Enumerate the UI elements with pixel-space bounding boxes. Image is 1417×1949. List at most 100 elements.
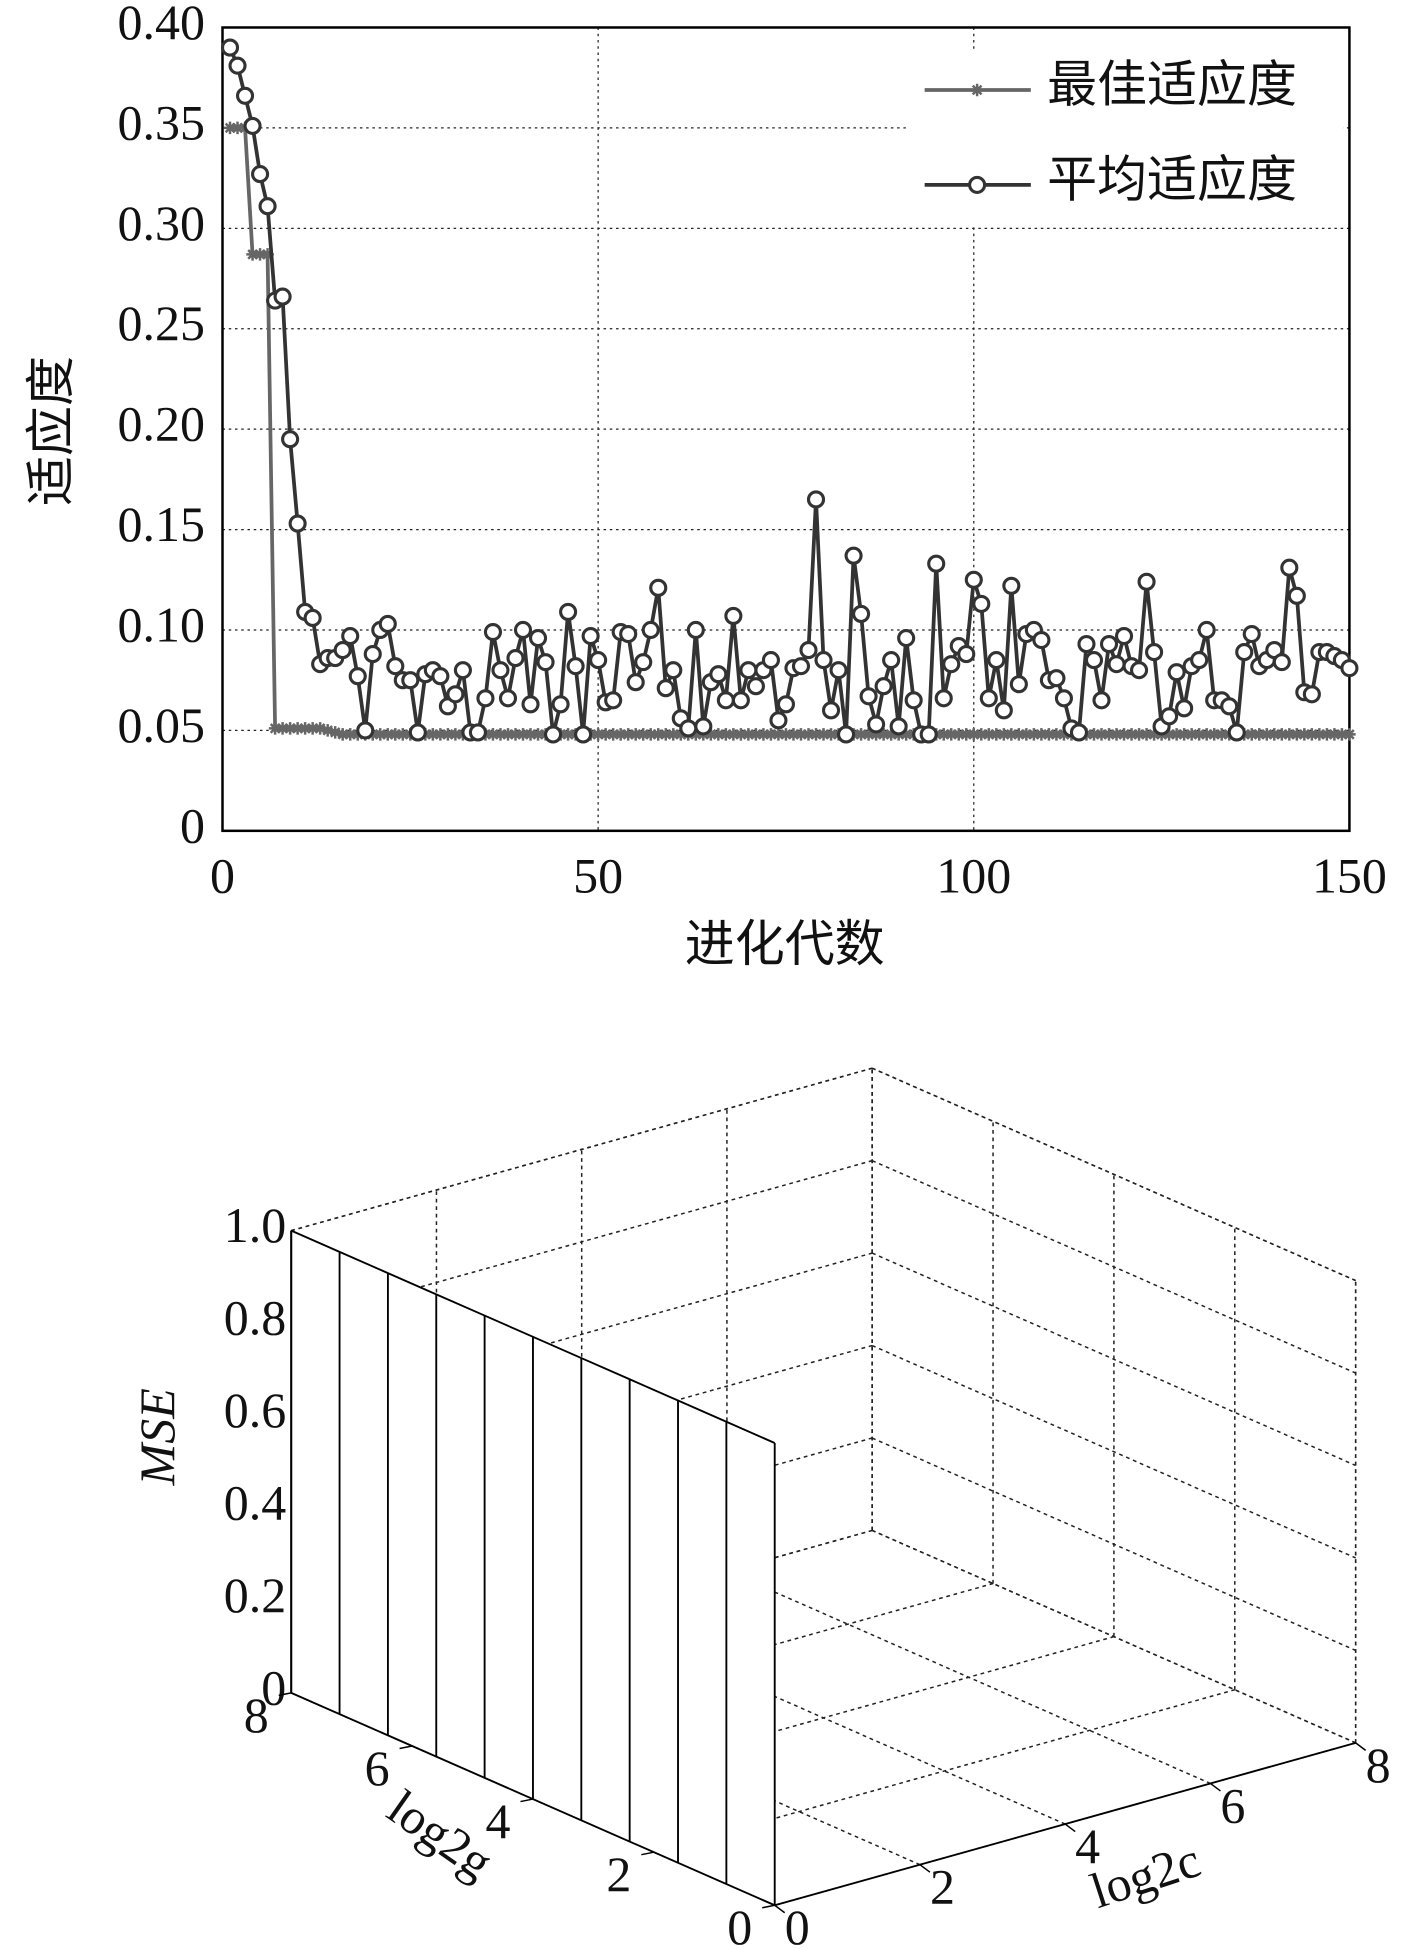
point	[897, 628, 916, 648]
x-tick-label: 2	[930, 1859, 955, 1915]
point	[220, 38, 240, 57]
point	[874, 677, 893, 696]
point	[476, 689, 495, 708]
point	[649, 578, 668, 597]
y-tick-label: 0.05	[118, 697, 205, 753]
legend-label: 平均适应度	[1047, 151, 1297, 207]
point	[1272, 653, 1291, 672]
axis-line	[290, 1692, 776, 1907]
point	[1220, 697, 1239, 716]
point	[694, 717, 713, 736]
y-tick-label: 0.10	[118, 596, 205, 652]
plot-frame	[221, 26, 1351, 833]
point	[799, 641, 818, 660]
z-tick-label: 1.0	[224, 1197, 286, 1253]
point	[659, 728, 673, 741]
point	[824, 728, 838, 741]
point	[401, 671, 420, 690]
tick-mark	[278, 1692, 292, 1697]
point	[1245, 728, 1259, 741]
point	[509, 728, 522, 741]
point	[869, 728, 883, 741]
point	[1343, 728, 1356, 741]
surface-edge	[290, 1229, 776, 1444]
point	[426, 728, 440, 741]
point	[651, 728, 665, 741]
point	[772, 728, 785, 741]
y-tick-label: 8	[244, 1687, 269, 1743]
y-tick-label: 0.30	[118, 195, 205, 251]
point	[386, 657, 405, 676]
point	[817, 728, 830, 741]
point	[498, 689, 518, 708]
point	[746, 677, 765, 696]
point	[862, 728, 875, 741]
y-tick-label: 4	[485, 1793, 510, 1849]
point	[952, 728, 966, 741]
point	[483, 622, 503, 642]
point	[1110, 728, 1123, 741]
point	[1162, 728, 1176, 741]
tick-mark	[520, 1798, 534, 1803]
tick-mark	[762, 1904, 775, 1909]
point	[258, 197, 277, 216]
x-tick-label: 4	[1075, 1818, 1100, 1874]
point	[852, 604, 871, 623]
point	[374, 728, 387, 741]
point	[281, 430, 300, 449]
point	[1160, 707, 1179, 726]
point	[544, 725, 563, 744]
point	[1287, 586, 1306, 605]
point	[1170, 728, 1183, 741]
point	[1012, 728, 1026, 741]
point	[867, 715, 886, 734]
z-tick-label: 0.4	[224, 1474, 286, 1530]
tick-mark	[1064, 1823, 1076, 1833]
tick-mark	[641, 1851, 654, 1856]
point	[899, 728, 913, 741]
point	[994, 701, 1013, 720]
point	[664, 661, 683, 680]
point	[291, 722, 304, 735]
point	[378, 614, 397, 634]
legend-box	[905, 49, 1344, 225]
point	[829, 661, 848, 680]
point	[273, 287, 292, 306]
point	[1197, 620, 1216, 640]
x-tick-label: 150	[1312, 847, 1387, 903]
point	[904, 691, 923, 710]
point	[1313, 728, 1326, 741]
grid-line	[871, 1067, 1356, 1282]
point	[446, 685, 465, 704]
point	[1057, 728, 1071, 741]
point	[288, 514, 307, 533]
point	[761, 651, 780, 670]
point	[942, 655, 961, 674]
point	[599, 728, 612, 741]
point	[990, 728, 1003, 741]
point	[742, 728, 755, 741]
point	[1207, 728, 1221, 741]
point	[468, 723, 487, 742]
point	[1140, 728, 1153, 741]
point	[1102, 728, 1116, 741]
point	[1200, 728, 1213, 741]
point	[1132, 728, 1146, 741]
point	[1047, 669, 1066, 688]
point	[268, 722, 282, 735]
point	[298, 722, 312, 735]
point	[1320, 728, 1334, 741]
y-axis-label: 适应度	[23, 356, 79, 506]
y-tick-label: 0.25	[118, 295, 205, 351]
point	[626, 673, 645, 692]
point	[619, 624, 638, 644]
point	[434, 728, 447, 741]
point	[927, 554, 946, 573]
point	[1227, 723, 1246, 742]
x-axis-label: log2c	[1084, 1831, 1207, 1919]
point	[1114, 626, 1134, 646]
tick-mark	[774, 1904, 786, 1914]
point	[1253, 728, 1266, 741]
legend-marker	[968, 175, 987, 194]
point	[1005, 728, 1018, 741]
